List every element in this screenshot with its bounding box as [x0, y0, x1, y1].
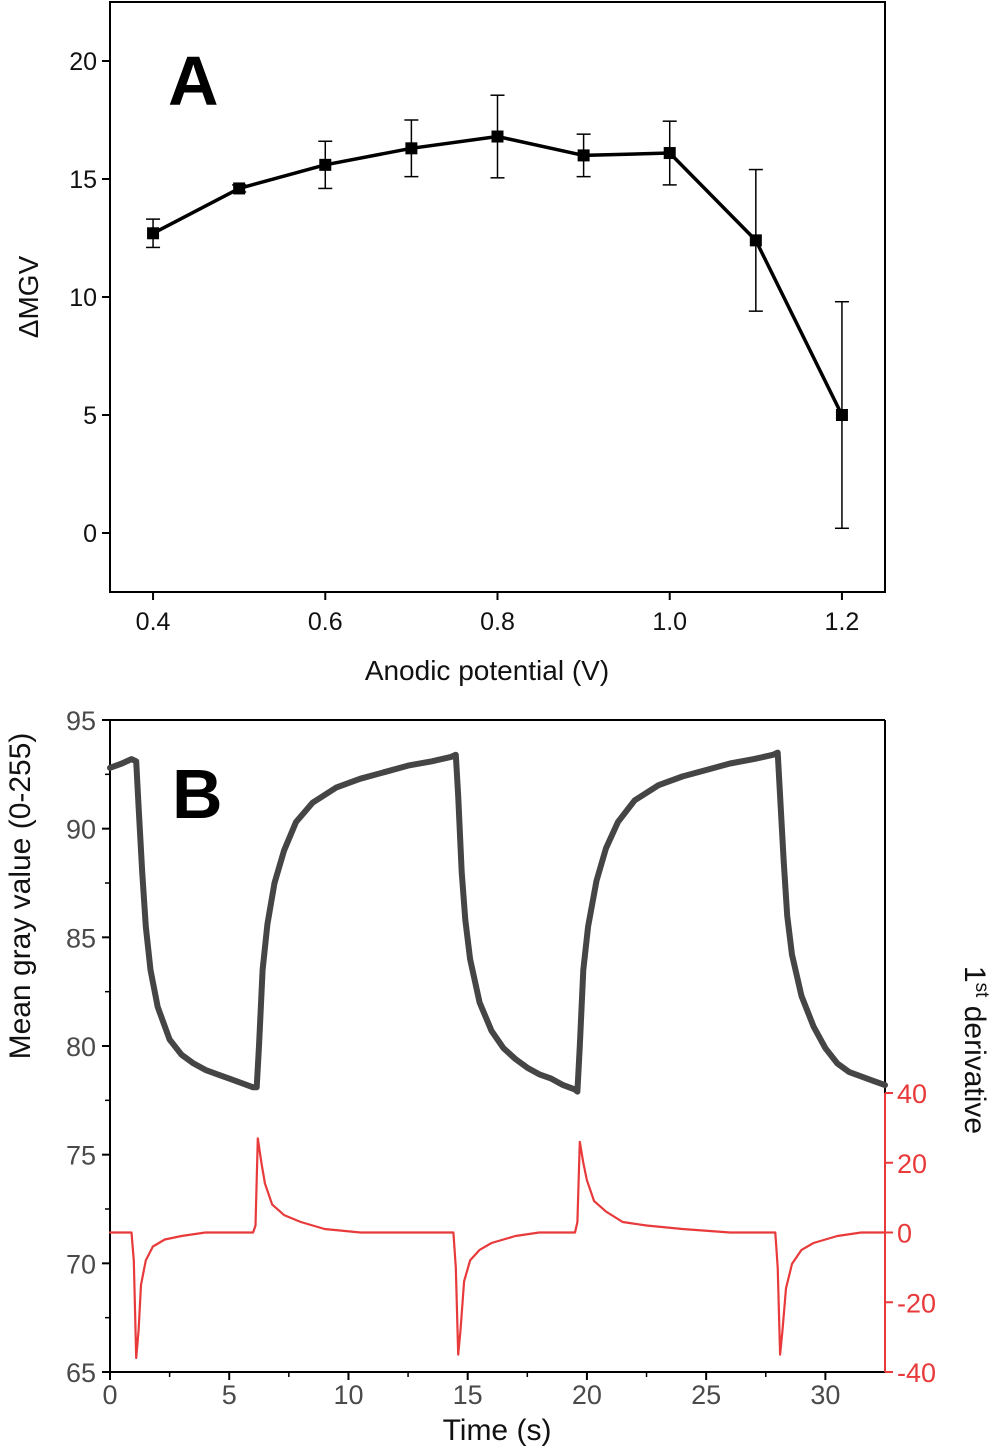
- panel-a-data-point: [405, 142, 418, 155]
- panel-a-y-tick-label: 15: [69, 166, 97, 194]
- panel-b-x-tick-label: 25: [691, 1380, 721, 1410]
- panel-b-series: [107, 749, 888, 1360]
- panel-b-y-tick-label: 75: [66, 1141, 96, 1171]
- panel-a-frame: [109, 1, 886, 593]
- panel-b-x-tick-label: 20: [572, 1380, 602, 1410]
- panel-b-y-tick-label: 90: [66, 815, 96, 845]
- panel-b-y2-tick-label: 40: [897, 1079, 927, 1109]
- panel-a-letter: A: [168, 42, 219, 120]
- panel-b-x-tick-label: 15: [453, 1380, 483, 1410]
- panel-a-x-label: Anodic potential (V): [365, 655, 609, 686]
- panel-a: 0.4 0.6 0.8 1.0 1.2 0 5 10 15 20 Anodic potentia…: [13, 1, 886, 686]
- panel-a-x-tick-label: 0.4: [136, 608, 171, 636]
- panel-a-data-point: [491, 130, 504, 143]
- panel-b-x-label: Time (s): [443, 1414, 552, 1447]
- panel-a-error-bars: [146, 94, 849, 530]
- panel-a-y-ticks: 0 5 10 15 20: [69, 48, 110, 548]
- panel-b-derivative-line: [108, 1137, 887, 1360]
- panel-b-x-tick-label: 30: [810, 1380, 840, 1410]
- panel-b-y2-tick-label: -20: [897, 1288, 936, 1318]
- panel-a-y-label: ΔMGV: [13, 255, 44, 338]
- panel-a-x-tick-label: 0.6: [308, 608, 343, 636]
- panel-a-data-point: [835, 409, 848, 421]
- panel-b-y-label: Mean gray value (0-255): [4, 733, 37, 1060]
- panel-a-data-point: [663, 147, 676, 160]
- panel-a-x-ticks: 0.4 0.6 0.8 1.0 1.2: [136, 592, 860, 636]
- panel-a-data-point: [319, 158, 332, 171]
- panel-b-gray-value-line: [107, 749, 888, 1095]
- panel-b-y2-tick-label: 20: [897, 1149, 927, 1179]
- panel-a-x-tick-label: 0.8: [480, 608, 515, 636]
- panel-b-y-tick-label: 85: [66, 923, 96, 953]
- panel-b-y2-label-rest: derivative: [958, 997, 991, 1134]
- panel-b-y2-label-main: 1: [958, 966, 991, 983]
- panel-b-x-tick-label: 5: [222, 1380, 237, 1410]
- panel-b-x-tick-label: 10: [333, 1380, 363, 1410]
- panel-a-y-tick-label: 0: [83, 520, 97, 548]
- panel-b-y2-label: 1st derivative: [958, 966, 992, 1134]
- panel-a-data-point: [577, 149, 590, 162]
- panel-a-markers: [147, 130, 848, 421]
- panel-b-y2-tick-label: 0: [897, 1219, 912, 1249]
- panel-a-data-point: [749, 234, 762, 247]
- panel-a-y-tick-label: 10: [69, 284, 97, 312]
- panel-b-y-tick-label: 95: [66, 706, 96, 736]
- panel-b-y2-ticks: -40 -20 0 20 40: [885, 1079, 936, 1388]
- panel-b-y-ticks: 65 70 75 80 85 90 95: [66, 706, 110, 1388]
- panel-b-y2-tick-label: -40: [897, 1358, 936, 1388]
- panel-b-y-tick-label: 80: [66, 1032, 96, 1062]
- panel-a-y-tick-label: 20: [69, 48, 97, 76]
- panel-a-data-point: [233, 182, 246, 195]
- panel-b-x-tick-label: 0: [102, 1380, 117, 1410]
- panel-b-y-tick-label: 70: [66, 1249, 96, 1279]
- panel-a-y-tick-label: 5: [83, 402, 97, 430]
- panel-a-x-tick-label: 1.0: [652, 608, 687, 636]
- panel-b-x-ticks: 0 5 10 15 20 25 30: [102, 1372, 840, 1410]
- panel-b-y2-label-sup: st: [971, 983, 992, 999]
- panel-a-data-point: [147, 227, 160, 240]
- panel-b-y-tick-label: 65: [66, 1358, 96, 1388]
- panel-a-x-tick-label: 1.2: [825, 608, 860, 636]
- panel-b-letter: B: [172, 755, 223, 833]
